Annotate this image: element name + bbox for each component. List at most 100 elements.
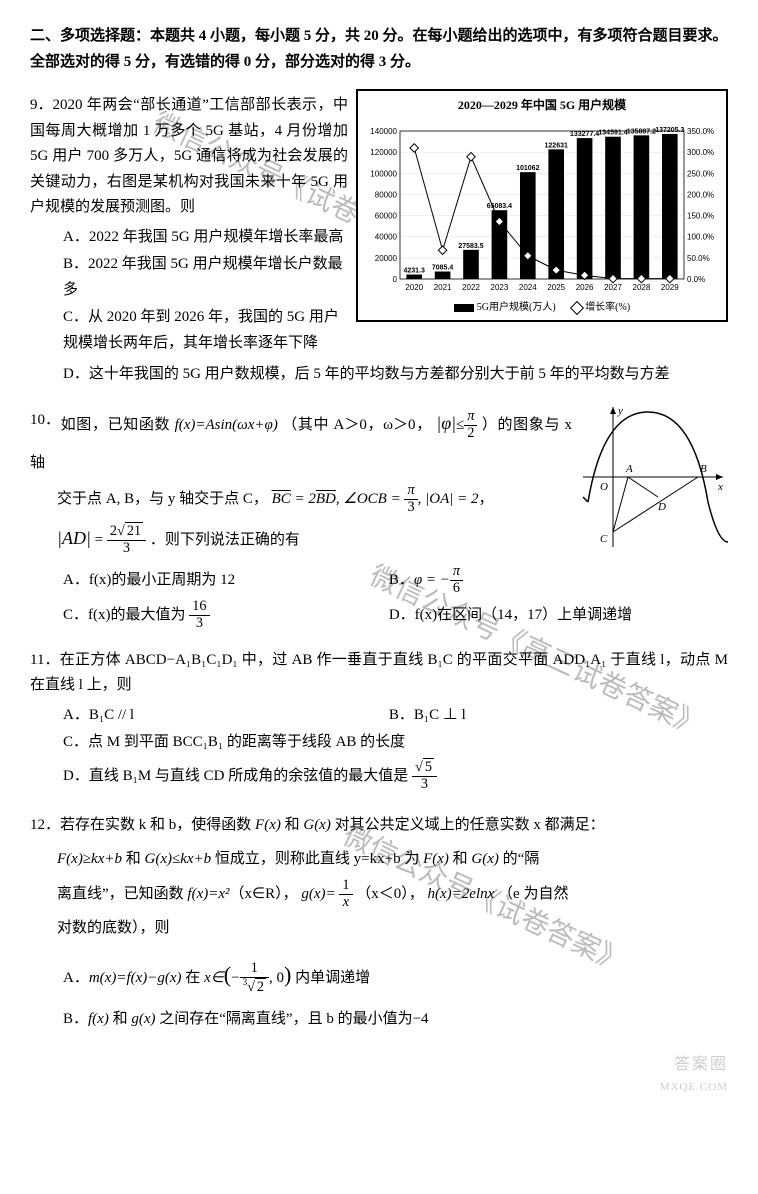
svg-text:27583.5: 27583.5 (458, 243, 483, 250)
q9-option-c: C．从 2020 年到 2026 年，我国的 5G 用户规模增长两年后，其年增长… (63, 305, 348, 356)
svg-text:65083.4: 65083.4 (487, 204, 512, 211)
legend-bar-label: 5G用户规模(万人) (477, 302, 556, 313)
svg-text:2021: 2021 (434, 283, 452, 292)
chart-bar (435, 272, 451, 279)
q12-Gle: G(x)≤kx+b (145, 851, 212, 867)
svg-text:300.0%: 300.0% (687, 149, 714, 158)
chart-bar (463, 250, 479, 279)
section-header: 二、多项选择题：本题共 4 小题，每小题 5 分，共 20 分。在每小题给出的选… (30, 24, 728, 75)
q12-option-b: B．f(x) 和 g(x) 之间存在“隔离直线”，且 b 的最小值为−4 (63, 1002, 728, 1037)
q10-stem-p2b: ， (478, 491, 493, 507)
legend-diamond-swatch (570, 301, 584, 315)
q10-option-c: C．f(x)的最大值为 163 (63, 599, 362, 632)
graph-label-x: x (717, 481, 723, 493)
svg-text:2022: 2022 (462, 283, 480, 292)
q12-Fge: F(x)≥kx+b (57, 851, 122, 867)
graph-label-D: D (657, 501, 666, 513)
svg-text:2026: 2026 (576, 283, 594, 292)
q10-number: 10． (30, 402, 60, 438)
svg-text:137205.3: 137205.3 (655, 127, 684, 134)
chart-bar (605, 137, 621, 279)
growth-marker (438, 246, 446, 254)
q9-stem-text: 2020 年两会“部长通道”工信部部长表示，中国每周大概增加 1 万多个 5G … (30, 97, 348, 215)
chart-5g-users: 2020—2029 年中国 5G 用户规模 0 20000 40000 60000 80… (356, 89, 728, 322)
q11-option-a: A．B₁C // l (63, 703, 362, 729)
svg-text:80000: 80000 (375, 191, 398, 200)
svg-text:2024: 2024 (519, 283, 537, 292)
q10-func: f(x)=Asin(ωx+φ) (175, 417, 278, 433)
problem-12: 微信公众号《试卷答案》 12．若存在实数 k 和 b，使得函数 F(x) 和 G… (30, 808, 728, 1037)
svg-text:350.0%: 350.0% (687, 127, 714, 136)
svg-text:200.0%: 200.0% (687, 191, 714, 200)
q9-number: 9． (30, 93, 53, 119)
graph-label-C: C (600, 533, 608, 545)
svg-text:4231.3: 4231.3 (403, 268, 425, 275)
q11-option-d: D．直线 B₁M 与直线 CD 所成角的余弦值的最大值是 √53 (63, 758, 728, 794)
q9-option-b: B．2022 年我国 5G 用户规模年增长户数最多 (63, 252, 348, 303)
svg-text:50.0%: 50.0% (687, 254, 710, 263)
svg-text:100000: 100000 (370, 170, 397, 179)
svg-text:140000: 140000 (370, 127, 397, 136)
q10-option-d: D．f(x)在区间（14，17）上单调递增 (362, 599, 754, 632)
graph-label-y: y (617, 405, 623, 417)
svg-text:133277.4: 133277.4 (570, 131, 599, 138)
svg-text:134591.4: 134591.4 (598, 130, 627, 137)
q10-stem-p3: ．则下列说法正确的有 (150, 532, 300, 548)
chart-bar (662, 134, 678, 279)
q12-stem4: 对数的底数），则 (30, 911, 728, 946)
q12-Fx: F(x) (255, 817, 281, 833)
svg-text:2028: 2028 (633, 283, 651, 292)
problem-9: 微信公众号《试卷答案》 2020—2029 年中国 5G 用户规模 020000… (30, 93, 728, 388)
problem-11: 微信公众号《高三试卷答案》 11．在正方体 ABCD−A₁B₁C₁D₁ 中，过 … (30, 648, 728, 794)
graph-label-B: B (700, 463, 707, 475)
chart-bar (406, 275, 422, 279)
svg-text:2025: 2025 (547, 283, 565, 292)
q12-stem1a: 若存在实数 k 和 b，使得函数 (60, 817, 255, 833)
svg-text:0: 0 (393, 275, 398, 284)
svg-text:150.0%: 150.0% (687, 212, 714, 221)
q9-option-d: D．这十年我国的 5G 用户数规模，后 5 年的平均数与方差都分别大于前 5 年… (63, 362, 728, 388)
chart-bar (520, 173, 536, 280)
chart-bar (548, 150, 564, 280)
problem-10: O A B C D x y 10．如图，已知函数 f(x)=Asin(ωx+φ)… (30, 402, 728, 634)
svg-text:120000: 120000 (370, 149, 397, 158)
q9-stem: 9．2020 年两会“部长通道”工信部部长表示，中国每周大概增加 1 万多个 5… (30, 93, 348, 221)
svg-text:40000: 40000 (375, 233, 398, 242)
chart-bar (577, 138, 593, 279)
q11-option-c: C．点 M 到平面 BCC₁B₁ 的距离等于线段 AB 的长度 (63, 730, 728, 756)
svg-text:2023: 2023 (491, 283, 509, 292)
svg-text:2020: 2020 (405, 283, 423, 292)
growth-marker (410, 144, 418, 152)
svg-text:122631: 122631 (545, 143, 568, 150)
chart-title: 2020—2029 年中国 5G 用户规模 (362, 95, 722, 115)
svg-text:2027: 2027 (604, 283, 622, 292)
growth-marker (467, 153, 475, 161)
q10-stem-p2a: 交于点 A, B，与 y 轴交于点 C， (57, 491, 268, 507)
q11-number: 11． (30, 648, 59, 674)
q10-stem-a: 如图，已知函数 (60, 417, 175, 433)
q11-option-b: B．B₁C ⊥ l (362, 703, 754, 729)
q9-option-a: A．2022 年我国 5G 用户规模年增长率最高 (63, 225, 348, 251)
q12-f-eq: f(x)=x² (187, 886, 229, 902)
svg-text:100.0%: 100.0% (687, 233, 714, 242)
svg-text:60000: 60000 (375, 212, 398, 221)
svg-text:7085.4: 7085.4 (432, 265, 454, 272)
svg-text:135887.2: 135887.2 (627, 129, 656, 136)
graph-label-A: A (625, 463, 633, 475)
sine-graph: O A B C D x y (578, 402, 728, 552)
q12-option-a: A．m(x)=f(x)−g(x) 在 x∈(−13√2, 0) 内单调递增 (63, 950, 728, 1001)
q12-Gx: G(x) (303, 817, 330, 833)
svg-text:20000: 20000 (375, 254, 398, 263)
footer-watermark: 答案圈 MXQE.COM (30, 1051, 728, 1097)
legend-bar-swatch (454, 304, 474, 312)
q12-number: 12． (30, 808, 60, 843)
q10-option-a: A．f(x)的最小正周期为 12 (63, 564, 362, 597)
chart-bar (634, 136, 650, 280)
svg-text:101062: 101062 (516, 166, 539, 173)
q10-stem-b: （其中 A＞0，ω＞0， (282, 417, 432, 433)
chart-legend: 5G用户规模(万人) 增长率(%) (362, 297, 722, 316)
q12-h-eq: h(x)=2elnx (428, 886, 495, 902)
svg-text:2029: 2029 (661, 283, 679, 292)
svg-text:250.0%: 250.0% (687, 170, 714, 179)
q10-option-b: B．φ = −π6 (362, 564, 754, 597)
